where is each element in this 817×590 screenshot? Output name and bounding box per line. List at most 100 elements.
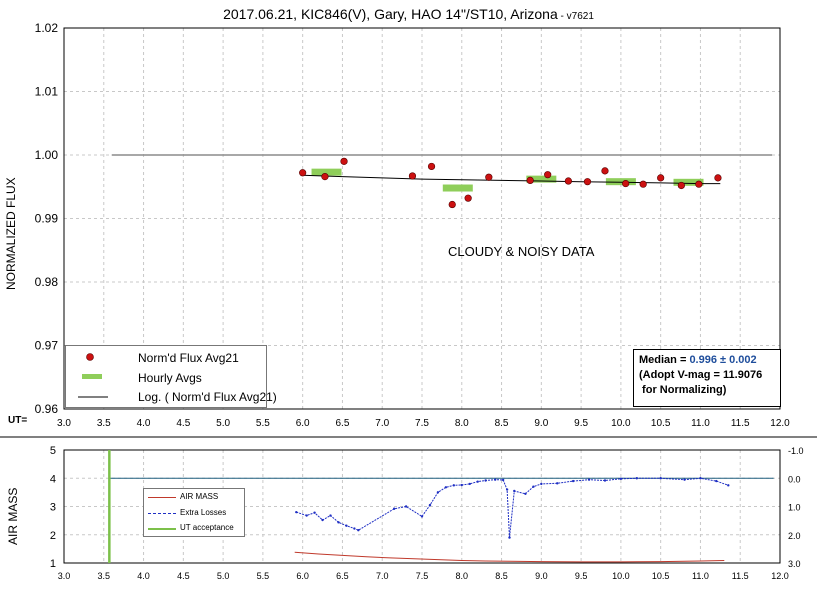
extra-losses-point [603,479,607,482]
top-x-tick-label: 3.0 [57,418,71,429]
legend2-item-losses: Extra Losses [144,507,244,521]
top-legend: Norm'd Flux Avg21 Hourly Avgs Log. ( Nor… [65,345,277,408]
top-x-tick-label: 7.5 [415,418,429,429]
legend-item-trend: Log. ( Norm'd Flux Avg21) [66,388,277,406]
bottom-y-tick-label: 4 [50,473,56,485]
title-text: 2017.06.21, KIC846(V), Gary, HAO 14"/ST1… [223,6,558,22]
extra-losses-point [404,505,408,508]
extra-losses-point [460,483,463,487]
flux-point [427,162,436,171]
legend-item-hourly: Hourly Avgs [66,369,266,387]
top-y-tick-label: 0.99 [35,212,59,226]
legend-label-flux: Norm'd Flux Avg21 [138,351,239,365]
top-y-tick-label: 0.96 [35,402,59,416]
extra-losses-point [484,479,487,482]
flux-point [485,173,493,181]
extra-losses-point [524,492,527,495]
extra-losses-point [305,514,308,517]
legend2-item-acceptance: UT acceptance [144,522,244,536]
extra-losses-point [540,482,543,486]
bottom-y2-tick-label: 3.0 [788,559,801,569]
flux-point [622,179,630,188]
flux-point [321,172,329,181]
bottom-y-tick-label: 3 [50,502,56,514]
extra-losses-point [444,486,448,489]
flux-point [526,176,534,184]
flux-point [601,167,609,175]
flux-point [714,174,722,182]
bottom-x-tick-label: 9.0 [535,571,548,581]
bottom-x-tick-label: 5.5 [257,571,270,581]
cloudy-annotation: CLOUDY & NOISY DATA [448,244,595,259]
extra-losses-point [715,479,718,483]
chart-title: 2017.06.21, KIC846(V), Gary, HAO 14"/ST1… [0,6,817,22]
hourly-avg-mark [311,168,342,176]
flux-point [544,171,552,179]
bottom-x-tick-label: 8.5 [495,571,508,581]
bottom-y2-tick-label: 0.0 [788,474,801,484]
top-plot-frame [63,27,781,410]
median-box: Median = 0.996 ± 0.002 (Adopt V-mag = 11… [633,349,781,407]
extra-losses-point [619,477,623,481]
legend-marker-icon [86,353,94,361]
flux-point [408,172,417,180]
bottom-x-tick-label: 3.5 [98,571,111,581]
ut-label: UT= [8,415,28,426]
adopt-line: (Adopt V-mag = 11.9076 [639,369,763,381]
median-prefix: Median = [639,354,690,366]
top-x-tick-label: 9.5 [574,418,588,429]
top-y-tick-label: 0.97 [35,339,59,353]
flux-point [639,180,647,188]
normalizing-line: for Normalizing) [639,384,727,396]
top-x-tick-label: 9.0 [534,418,548,429]
extra-losses-point [357,529,360,532]
median-line: Median = 0.996 ± 0.002 [639,353,775,368]
extra-losses-point [476,480,479,483]
extra-losses-point [635,477,638,480]
flux-point [340,157,348,165]
bottom-x-tick-label: 12.0 [771,571,789,581]
top-x-tick-label: 10.0 [611,418,631,429]
bottom-x-tick-label: 11.0 [692,571,709,581]
legend2-airmass-icon [148,497,176,498]
flux-point [677,181,685,190]
top-x-tick-label: 6.5 [335,418,349,429]
top-x-tick-label: 8.0 [455,418,469,429]
top-x-tick-label: 6.0 [296,418,310,429]
top-x-tick-label: 11.5 [731,418,750,429]
bottom-y-tick-label: 2 [50,530,56,542]
log-trend-line [302,174,721,185]
extra-losses-point [313,511,316,514]
extra-losses-line [296,477,729,538]
hourly-avg-mark [442,184,473,192]
legend2-label-losses: Extra Losses [180,508,227,517]
flux-point [583,178,592,186]
bottom-x-tick-label: 11.5 [732,571,749,581]
bottom-y2-tick-label: -1.0 [788,446,804,456]
legend2-acceptance-icon [148,528,176,530]
legend-item-flux: Norm'd Flux Avg21 [66,349,266,367]
airmass-line [294,551,725,563]
extra-losses-point [699,477,702,480]
top-y-tick-label: 1.02 [35,21,59,35]
top-x-tick-label: 3.5 [97,418,111,429]
extra-losses-point [420,515,424,518]
bottom-x-tick-label: 7.0 [376,571,389,581]
top-x-tick-label: 5.5 [256,418,270,429]
hourly-avg-mark [673,178,704,186]
flux-point [448,200,456,209]
flux-point [464,194,472,202]
flux-point [695,180,703,188]
bottom-y-tick-label: 5 [50,445,56,457]
bottom-x-tick-label: 9.5 [575,571,588,581]
legend-label-hourly: Hourly Avgs [138,371,202,385]
extra-losses-point [345,524,348,527]
bottom-y2-tick-label: 1.0 [788,503,801,513]
hourly-avg-mark [526,175,557,183]
flux-point [299,169,307,177]
bottom-x-tick-label: 10.0 [612,571,630,581]
extra-losses-point [468,482,471,486]
bottom-x-tick-label: 8.0 [456,571,469,581]
top-x-tick-label: 4.5 [176,418,190,429]
extra-losses-point [493,478,497,481]
